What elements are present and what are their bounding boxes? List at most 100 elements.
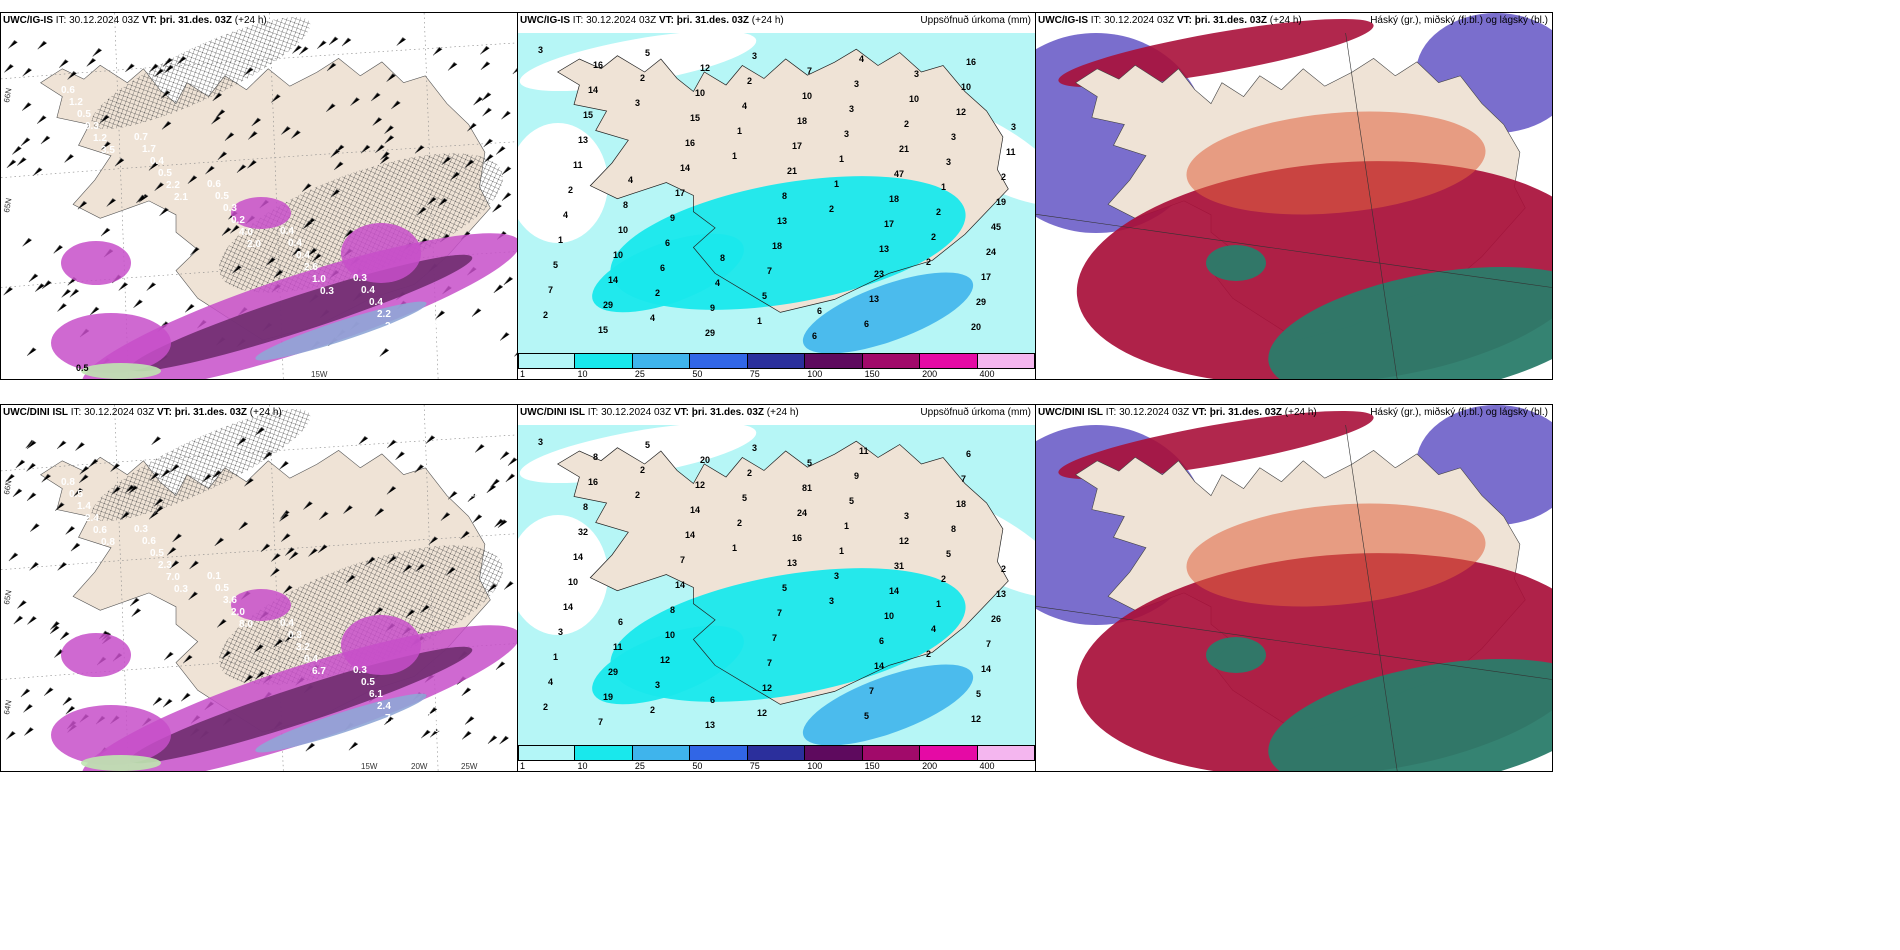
accum-value-label: 14 [981,664,991,674]
map-r0-accum: 3312222112754125423112333461332654121197… [518,13,1035,355]
precip-value-label: 0.4 [369,297,383,308]
accum-value-label: 3 [538,437,543,447]
precip-value-label: 0.4 [150,156,164,167]
wind-barb [402,564,412,573]
wind-barb [64,154,74,163]
accum-value-label: 9 [710,303,715,313]
accum-value-label: 6 [864,319,869,329]
wind-barb [59,59,69,68]
accum-value-label: 2 [1001,564,1006,574]
wind-barb [447,490,458,500]
wind-barb [110,463,120,472]
graticule-line [1345,32,1398,379]
wind-barb [427,707,438,716]
wind-barb [62,696,73,706]
panel-subtitle: Uppsöfnuð úrkoma (mm) [920,15,1031,26]
wind-barb [298,46,309,56]
accum-value-label: 4 [859,54,864,64]
accum-value-label: 2 [931,232,936,242]
accum-value-label: 13 [777,216,787,226]
accum-value-label: 16 [593,60,603,70]
panel-r0-precip-type: 0.6 0.7 0.6 0.4 0.3 0.4 1.2 1.7 0.5 0.4 0.4 0.5 0.5 0… [0,12,518,380]
wind-barb [42,280,52,289]
map-r1-accum: 3213222234455111221233355141212981010121… [518,405,1035,747]
wind-barb [57,303,67,312]
wind-barb [211,470,222,479]
wind-barb [440,512,451,521]
accum-mid-area [592,625,744,705]
wind-barb [24,727,34,736]
colorbar-segment [518,745,576,761]
precip-value-label: 0.6 [207,179,221,190]
accum-value-label: 3 [829,596,834,606]
wind-barb [450,171,460,181]
precip-band [51,313,171,373]
accum-value-label: 2 [568,185,573,195]
accum-value-label: 1 [936,599,941,609]
low-cloud-area [1268,658,1552,771]
map-r0-precip-type: 0.60.70.60.40.30.41.21.70.50.40.40.50.50… [1,13,517,379]
precip-value-label: 0.3 [320,286,334,297]
accum-value-label: 10 [884,611,894,621]
accum-value-label: 2 [941,574,946,584]
grid-label: 66N [2,479,13,495]
accum-value-label: 5 [864,711,869,721]
wind-barb [4,63,14,73]
wind-barb [396,37,406,46]
accum-value-label: 8 [670,605,675,615]
wind-barb [99,114,110,124]
accum-value-label: 7 [598,717,603,727]
accum-value-label: 14 [675,580,685,590]
grid-label: 65N [2,589,13,605]
accum-value-label: 1 [553,652,558,662]
precip-band [51,705,171,765]
wind-barb [30,523,40,532]
colorbar-tick-label: 25 [634,761,645,771]
wind-barb [471,308,482,317]
wind-barb [373,607,383,616]
precip-value-label: 7.6 [458,98,472,109]
wind-barb [153,505,164,515]
precip-value-label: 2.2 [385,321,399,332]
wind-barb [291,247,302,257]
wind-barb [57,561,67,571]
wind-barb [386,485,397,495]
precip-value-label: 0.3 [353,665,367,676]
wind-barb [467,493,478,503]
snow-area [81,755,161,771]
wind-barb [27,616,37,625]
wind-barb [172,533,182,543]
colorbar-segment [862,353,921,369]
wind-barb [124,484,135,494]
wind-barb [12,146,22,155]
grid-labels: 66N 65N 15W [2,87,328,379]
wind-barb [421,729,431,739]
accum-value-label: 7 [807,66,812,76]
accum-value-label: 12 [660,655,670,665]
wind-barb [215,109,226,118]
wind-barb [473,96,483,106]
wind-barb [29,561,39,571]
wind-barb [384,716,394,726]
grid-label: 66N [2,87,13,103]
wind-barb [358,435,369,445]
wind-barb [480,45,490,55]
wind-barb [371,92,381,102]
wind-barb [125,63,135,73]
wind-barb [190,246,200,256]
wind-barb [254,644,264,653]
precip-value-label: 0.3 [134,524,148,535]
accum-value-label: 21 [787,166,797,176]
precip-value-label: 1.2 [93,133,107,144]
accum-blue-area [802,272,974,354]
wind-barb [512,67,517,75]
colorbar-segment [690,353,748,369]
wind-barb [67,71,77,80]
wind-barb [236,164,247,174]
wind-barb [49,625,60,635]
hatch-area [219,545,503,685]
accum-value-label: 4 [931,624,936,634]
wind-barb [26,462,36,472]
wind-barb [212,92,222,102]
wind-barb [288,551,299,561]
